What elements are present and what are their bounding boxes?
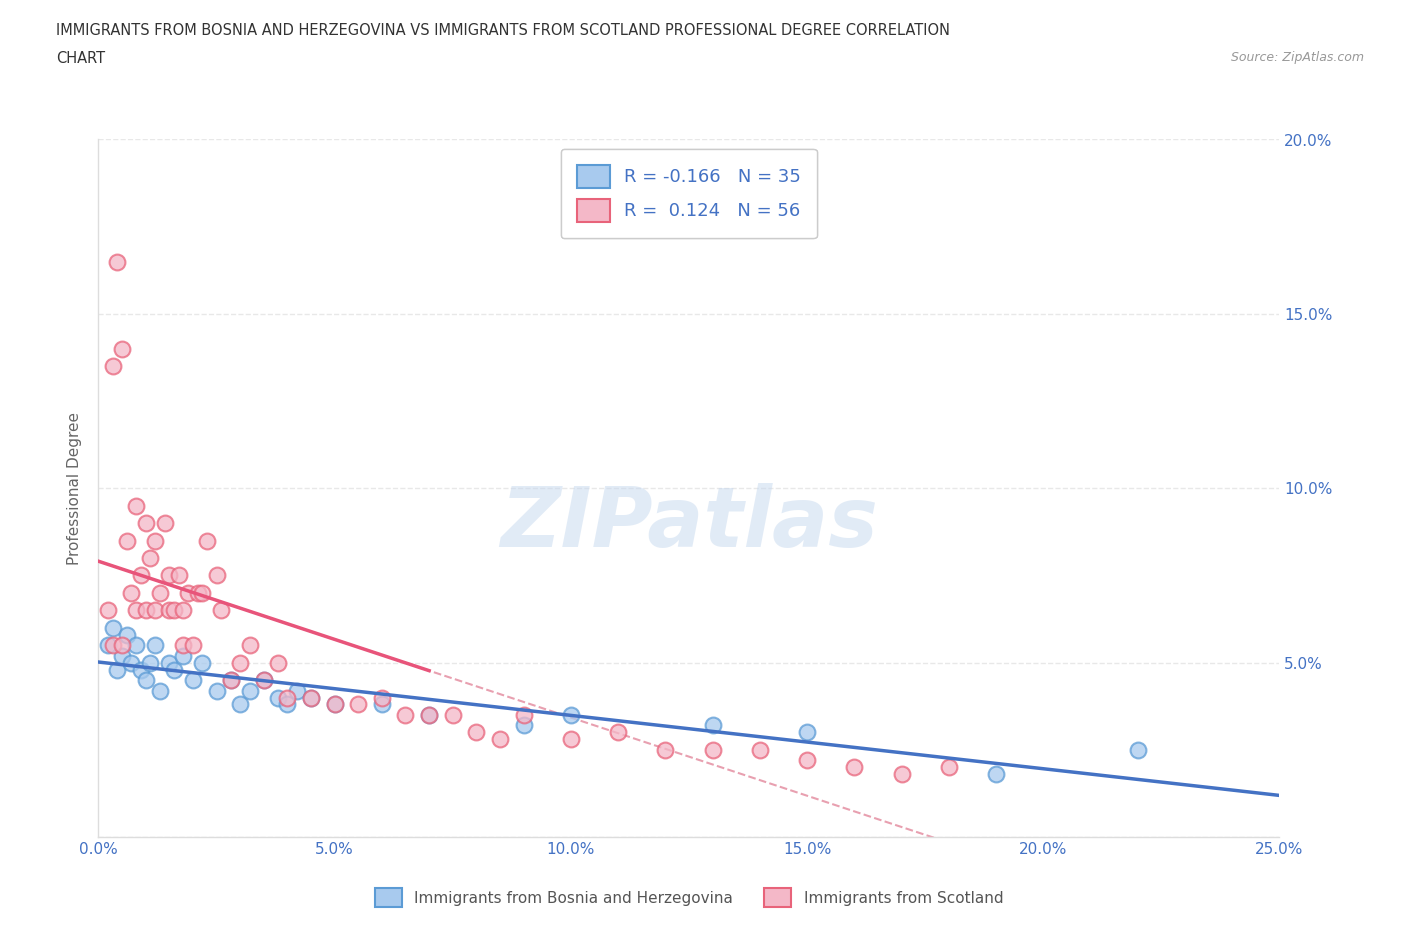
Point	[654, 742, 676, 757]
Point	[347, 698, 370, 712]
Point	[253, 672, 276, 687]
Point	[115, 533, 138, 548]
Point	[418, 708, 440, 723]
Point	[844, 760, 866, 775]
Point	[135, 603, 157, 618]
Point	[299, 690, 322, 705]
Point	[702, 742, 724, 757]
Point	[239, 638, 262, 653]
Text: IMMIGRANTS FROM BOSNIA AND HERZEGOVINA VS IMMIGRANTS FROM SCOTLAND PROFESSIONAL : IMMIGRANTS FROM BOSNIA AND HERZEGOVINA V…	[56, 23, 950, 38]
Point	[209, 603, 232, 618]
Point	[323, 698, 346, 712]
Point	[512, 718, 534, 733]
Point	[187, 586, 209, 601]
Point	[115, 628, 138, 643]
Point	[111, 638, 134, 653]
Point	[371, 698, 394, 712]
Legend: Immigrants from Bosnia and Herzegovina, Immigrants from Scotland: Immigrants from Bosnia and Herzegovina, …	[368, 883, 1010, 913]
Point	[276, 690, 298, 705]
Point	[229, 698, 252, 712]
Point	[441, 708, 464, 723]
Point	[512, 708, 534, 723]
Point	[276, 698, 298, 712]
Point	[299, 690, 322, 705]
Y-axis label: Professional Degree: Professional Degree	[67, 412, 83, 565]
Point	[394, 708, 416, 723]
Point	[163, 603, 186, 618]
Point	[139, 551, 162, 565]
Point	[195, 533, 218, 548]
Point	[97, 638, 120, 653]
Point	[125, 603, 148, 618]
Point	[157, 656, 180, 671]
Point	[143, 533, 166, 548]
Point	[285, 683, 308, 698]
Point	[984, 766, 1007, 781]
Text: CHART: CHART	[56, 51, 105, 66]
Point	[143, 603, 166, 618]
Point	[129, 662, 152, 677]
Point	[229, 656, 252, 671]
Text: Source: ZipAtlas.com: Source: ZipAtlas.com	[1230, 51, 1364, 64]
Point	[149, 683, 172, 698]
Point	[418, 708, 440, 723]
Point	[181, 638, 204, 653]
Point	[239, 683, 262, 698]
Point	[101, 638, 124, 653]
Point	[371, 690, 394, 705]
Point	[125, 638, 148, 653]
Point	[101, 359, 124, 374]
Point	[796, 753, 818, 768]
Point	[121, 586, 143, 601]
Point	[267, 690, 290, 705]
Point	[267, 656, 290, 671]
Point	[191, 586, 214, 601]
Point	[129, 568, 152, 583]
Point	[177, 586, 200, 601]
Point	[181, 672, 204, 687]
Point	[205, 683, 228, 698]
Point	[111, 648, 134, 663]
Point	[139, 656, 162, 671]
Point	[157, 603, 180, 618]
Point	[172, 603, 194, 618]
Point	[560, 708, 582, 723]
Point	[253, 672, 276, 687]
Text: ZIPatlas: ZIPatlas	[501, 483, 877, 564]
Point	[163, 662, 186, 677]
Point	[135, 672, 157, 687]
Point	[890, 766, 912, 781]
Point	[702, 718, 724, 733]
Point	[167, 568, 190, 583]
Point	[105, 662, 128, 677]
Point	[149, 586, 172, 601]
Point	[219, 672, 242, 687]
Point	[143, 638, 166, 653]
Point	[172, 648, 194, 663]
Point	[157, 568, 180, 583]
Point	[938, 760, 960, 775]
Point	[153, 515, 176, 530]
Point	[97, 603, 120, 618]
Point	[105, 254, 128, 269]
Point	[111, 341, 134, 356]
Point	[135, 515, 157, 530]
Point	[796, 725, 818, 740]
Point	[219, 672, 242, 687]
Point	[465, 725, 488, 740]
Point	[125, 498, 148, 513]
Point	[205, 568, 228, 583]
Point	[1126, 742, 1149, 757]
Point	[607, 725, 630, 740]
Point	[121, 656, 143, 671]
Point	[489, 732, 512, 747]
Point	[191, 656, 214, 671]
Point	[101, 620, 124, 635]
Point	[560, 732, 582, 747]
Legend: R = -0.166   N = 35, R =  0.124   N = 56: R = -0.166 N = 35, R = 0.124 N = 56	[561, 149, 817, 238]
Point	[172, 638, 194, 653]
Point	[748, 742, 770, 757]
Point	[323, 698, 346, 712]
